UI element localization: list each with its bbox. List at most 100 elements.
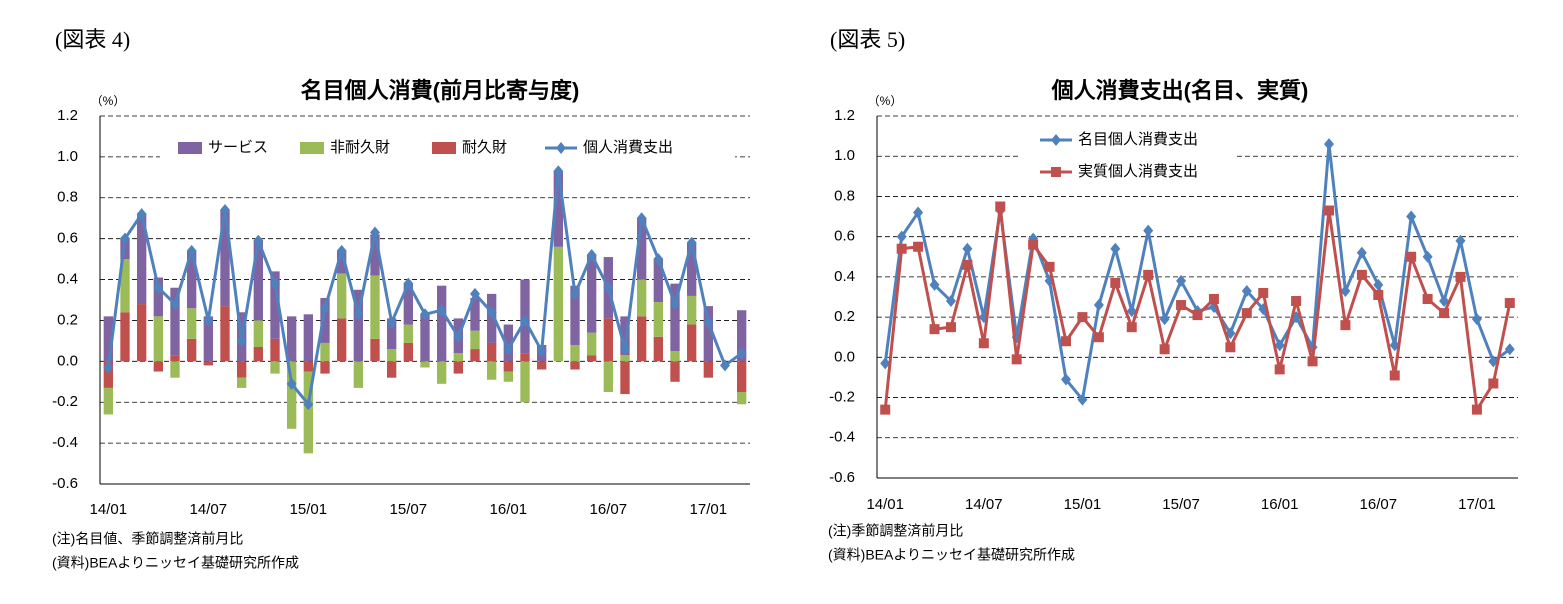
x-tick-label: 14/07 [965, 496, 1003, 513]
note: (資料)BEAよりニッセイ基礎研究所作成 [828, 547, 1075, 563]
point [1356, 269, 1367, 280]
bar-segment [553, 246, 563, 362]
bar-segment [687, 295, 697, 325]
bar-segment [687, 324, 697, 362]
bar-segment [670, 283, 680, 352]
point [670, 298, 680, 311]
bar-segment [187, 308, 197, 339]
point [1307, 356, 1318, 367]
bar-segment [187, 338, 197, 362]
bar-segment [403, 342, 413, 362]
bar-segment [453, 353, 463, 362]
point [203, 314, 214, 327]
point [1126, 322, 1137, 333]
point [603, 281, 614, 294]
y-tick-label: 0.4 [834, 268, 855, 285]
point [1274, 364, 1285, 375]
point [270, 277, 280, 290]
bar-segment [153, 361, 163, 372]
bar-segment [470, 297, 480, 331]
point [470, 287, 480, 300]
bar-segment [420, 361, 430, 368]
bar-segment [253, 240, 263, 321]
bar-segment [487, 361, 497, 380]
point [1323, 205, 1334, 216]
bar-segment [353, 289, 363, 362]
bar-segment [337, 318, 347, 362]
x-tick-label: 15/07 [1162, 496, 1200, 513]
bar-segment [387, 318, 397, 350]
chart-title: 個人消費支出(名目、実質) [1051, 78, 1309, 103]
y-tick-label: 0.8 [834, 187, 855, 204]
point [1241, 308, 1252, 319]
bar-segment [137, 214, 147, 305]
point [1176, 300, 1187, 311]
y-tick-label: -0.2 [829, 389, 855, 406]
point [1077, 393, 1088, 406]
y-tick-label: -0.4 [829, 429, 855, 446]
point [286, 377, 297, 390]
point [736, 347, 747, 360]
point [1110, 242, 1121, 255]
point [720, 359, 730, 372]
note: (資料)BEAよりニッセイ基礎研究所作成 [52, 555, 299, 571]
point [962, 259, 973, 270]
bar-segment [470, 349, 480, 362]
point [1159, 344, 1170, 355]
point [103, 361, 114, 374]
y-tick-label: 0.2 [834, 308, 855, 325]
point [536, 345, 547, 358]
legend-label: 非耐久財 [330, 139, 390, 156]
bar-segment [320, 297, 330, 343]
point [1143, 269, 1154, 280]
bar-segment [220, 306, 230, 362]
legend-label: 名目個人消費支出 [1078, 131, 1198, 148]
bar-segment [303, 371, 313, 454]
bar-segment [320, 361, 330, 374]
bar-segment [603, 318, 613, 362]
point [136, 208, 147, 221]
bar-segment [703, 361, 713, 378]
bar-segment [120, 259, 130, 313]
point [236, 334, 247, 347]
bar-segment [620, 361, 630, 395]
chart-title: 名目個人消費(前月比寄与度) [301, 78, 580, 103]
point [1340, 284, 1351, 297]
bar-segment [170, 361, 180, 378]
point [503, 343, 514, 356]
bar-segment [253, 320, 263, 348]
y-tick-label: -0.6 [52, 475, 78, 492]
y-tick-label: 0.4 [57, 271, 78, 288]
legend-swatch [432, 142, 456, 154]
bar-segment [187, 250, 197, 309]
bar-segment [287, 316, 297, 362]
point [186, 244, 197, 257]
y-tick-label: 1.0 [834, 147, 855, 164]
point [1258, 287, 1269, 298]
point [1504, 298, 1515, 309]
point [1159, 313, 1170, 326]
y-tick-label: 1.2 [57, 107, 78, 124]
bar-segment [353, 361, 363, 388]
legend-marker [1051, 134, 1061, 146]
bar-segment [503, 361, 513, 372]
bar-segment [487, 293, 497, 343]
x-tick-label: 16/07 [590, 501, 628, 518]
point [1373, 289, 1384, 300]
bar-segment [437, 361, 447, 384]
note: (注)名目値、季節調整済前月比 [52, 531, 243, 547]
point [1406, 251, 1417, 262]
bar-segment [637, 316, 647, 362]
legend-label: 個人消費支出 [583, 139, 673, 156]
bar-segment [553, 171, 563, 247]
bar-segment [403, 324, 413, 343]
y-tick-label: 0.6 [57, 230, 78, 247]
point [896, 243, 907, 254]
point [1504, 343, 1515, 356]
point [636, 212, 647, 225]
bar-segment [437, 285, 447, 362]
bar-segment [670, 351, 680, 362]
point [1176, 274, 1187, 287]
point [945, 295, 956, 308]
point [1422, 294, 1433, 305]
